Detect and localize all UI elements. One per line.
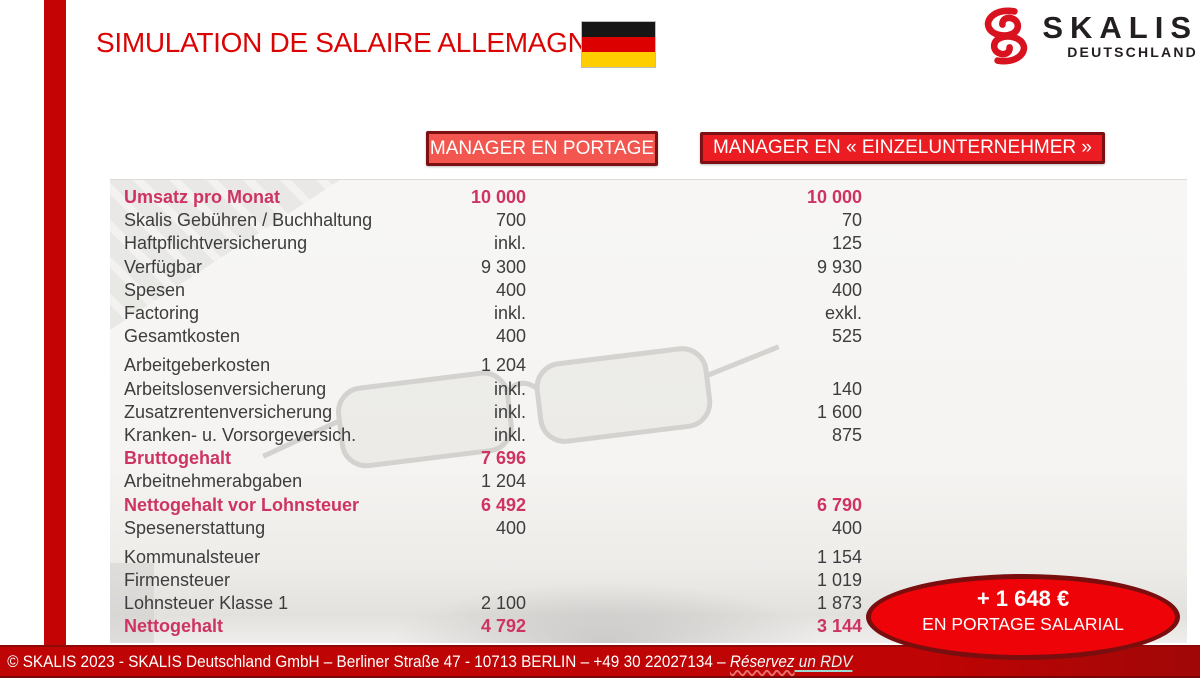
row-label: Zusatzrentenversicherung [124, 401, 333, 422]
einzel-value: 400 [831, 279, 862, 300]
einzel-value: 125 [831, 233, 862, 254]
savings-amount: + 1 648 € [976, 586, 1070, 612]
germany-flag-icon [581, 21, 656, 68]
einzel-value: 1 600 [816, 401, 862, 422]
savings-caption: EN PORTAGE SALARIAL [922, 613, 1124, 634]
portage-value: 10 000 [470, 187, 526, 208]
einzel-value: 6 790 [816, 494, 862, 515]
booking-link[interactable]: Réservez un RDV [729, 651, 853, 671]
table-row: Arbeitslosenversicherung inkl. 140 [110, 378, 1187, 401]
table-rows: Umsatz pro Monat 10 000 10 000 Skalis Gebü… [110, 180, 1187, 639]
table-row: Nettogehalt vor Lohnsteuer 6 492 6 790 [110, 493, 1187, 516]
portage-value: inkl. [493, 401, 526, 422]
skalis-logo: SKALIS DEUTSCHLAND [976, 4, 1198, 68]
portage-value: 1 204 [480, 355, 526, 376]
column-header-einzelunternehmer: MANAGER EN « EINZELUNTERNEHMER » [700, 132, 1105, 164]
background-photo-object [390, 581, 820, 643]
table-row: Arbeitgeberkosten 1 204 [110, 354, 1187, 377]
einzel-value: 9 930 [816, 256, 862, 277]
table-row: Zusatzrentenversicherung inkl. 1 600 [110, 401, 1187, 424]
portage-value: 700 [495, 210, 526, 231]
logo-subtitle: DEUTSCHLAND [1067, 44, 1198, 60]
einzel-value: 3 144 [816, 616, 862, 637]
table-row: Arbeitnehmerabgaben 1 204 [110, 470, 1187, 493]
comparison-table: Umsatz pro Monat 10 000 10 000 Skalis Gebü… [110, 179, 1187, 643]
row-label: Verfügbar [124, 256, 203, 277]
row-label: Gesamtkosten [124, 326, 241, 347]
table-row: Haftpflichtversicherung inkl. 125 [110, 232, 1187, 255]
einzel-value: 140 [831, 378, 862, 399]
table-row: Firmensteuer 1 019 [110, 569, 1187, 592]
einzel-value: 10 000 [806, 187, 862, 208]
portage-value: 400 [495, 326, 526, 347]
table-row: Skalis Gebühren / Buchhaltung 700 70 [110, 209, 1187, 232]
row-label: Nettogehalt vor Lohnsteuer [124, 494, 360, 515]
table-row: Lohnsteuer Klasse 1 2 100 1 873 [110, 592, 1187, 615]
footer-bar: © SKALIS 2023 - SKALIS Deutschland GmbH … [0, 645, 1200, 678]
savings-badge: + 1 648 € EN PORTAGE SALARIAL [866, 574, 1180, 660]
row-label: Arbeitslosenversicherung [124, 378, 327, 399]
table-row: Spesenerstattung 400 400 [110, 517, 1187, 540]
background-photo-strip [110, 563, 154, 643]
portage-value: inkl. [493, 303, 526, 324]
einzel-value: 400 [831, 517, 862, 538]
column-header-portage: MANAGER EN PORTAGE [426, 131, 658, 166]
table-row: Umsatz pro Monat 10 000 10 000 [110, 186, 1187, 209]
portage-value: inkl. [493, 233, 526, 254]
portage-value: 1 204 [480, 471, 526, 492]
portage-value: 400 [495, 517, 526, 538]
table-row: Kranken- u. Vorsorgeversich. inkl. 875 [110, 424, 1187, 447]
portage-value: inkl. [493, 424, 526, 445]
row-label: Skalis Gebühren / Buchhaltung [124, 210, 373, 231]
table-row: Kommunalsteuer 1 154 [110, 546, 1187, 569]
portage-value: 6 492 [480, 494, 526, 515]
row-label: Factoring [124, 303, 200, 324]
footer-text: © SKALIS 2023 - SKALIS Deutschland GmbH … [7, 651, 730, 671]
slide-title: SIMULATION DE SALAIRE ALLEMAGNE [96, 27, 606, 58]
einzel-value: 70 [841, 210, 862, 231]
row-label: Arbeitnehmerabgaben [124, 471, 303, 492]
portage-value: 4 792 [480, 616, 526, 637]
row-label: Kranken- u. Vorsorgeversich. [124, 424, 357, 445]
row-label: Bruttogehalt [124, 448, 231, 469]
table-row: Factoring inkl. exkl. [110, 302, 1187, 325]
row-label: Umsatz pro Monat [124, 187, 281, 208]
einzel-value: exkl. [824, 303, 862, 324]
portage-value: inkl. [493, 378, 526, 399]
einzel-value: 875 [831, 424, 862, 445]
skalis-swirl-icon [985, 7, 1028, 65]
table-row: Nettogehalt 4 792 3 144 [110, 615, 1187, 638]
row-label: Haftpflichtversicherung [124, 233, 308, 254]
row-label: Spesenerstattung [124, 517, 266, 538]
table-row: Gesamtkosten 400 525 [110, 325, 1187, 348]
einzel-value: 525 [831, 326, 862, 347]
portage-value: 2 100 [480, 593, 526, 614]
table-row: Spesen 400 400 [110, 279, 1187, 302]
row-label: Kommunalsteuer [124, 546, 261, 567]
einzel-value: 1 154 [816, 546, 862, 567]
row-label: Nettogehalt [124, 616, 223, 637]
einzel-value: 1 873 [816, 593, 862, 614]
portage-value: 9 300 [480, 256, 526, 277]
logo-wordmark: SKALIS [1042, 10, 1198, 45]
row-label: Spesen [124, 279, 186, 300]
row-label: Arbeitgeberkosten [124, 355, 271, 376]
portage-value: 400 [495, 279, 526, 300]
row-label: Lohnsteuer Klasse 1 [124, 593, 289, 614]
left-accent-bar [44, 0, 66, 646]
table-row: Verfügbar 9 300 9 930 [110, 256, 1187, 279]
einzel-value: 1 019 [816, 570, 862, 591]
portage-value: 7 696 [480, 448, 526, 469]
background-photo-glasses [262, 344, 780, 469]
table-row: Bruttogehalt 7 696 [110, 447, 1187, 470]
row-label: Firmensteuer [124, 570, 231, 591]
